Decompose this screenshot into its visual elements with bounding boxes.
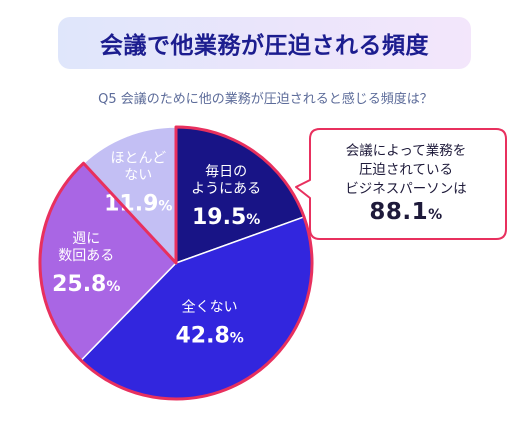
callout-box [295,128,507,240]
question-text: Q5 会議のために他の業務が圧迫されると感じる頻度は？ [98,92,433,107]
slice-label: 週に [72,231,100,247]
slice-label: ようにある [191,181,261,197]
callout-text: 会議によって業務を 圧迫されている ビジネスパーソンは 88.1% [326,142,486,225]
callout-line-2: 圧迫されている [358,162,454,178]
callout-value: 88.1% [326,201,486,225]
slice-label: ない [124,168,152,184]
pie-slice [82,126,177,265]
slice-value: 19.5% [192,205,260,230]
slice-label: 数回ある [58,248,114,264]
highlight-outline [38,125,314,401]
slice-value: 25.8% [52,272,120,297]
slice-label: 毎日の [205,164,247,180]
slice-label: ほとんど [110,151,166,167]
callout-unit: % [428,207,443,223]
slice-label: 全くない [182,299,238,316]
title-banner: 会議で他業務が圧迫される頻度 [58,17,471,69]
chart-title: 会議で他業務が圧迫される頻度 [100,33,429,59]
callout-line-1: 会議によって業務を [345,143,467,159]
slice-value: 42.8% [176,324,244,349]
callout-number: 88.1 [369,199,429,225]
callout-line-3: ビジネスパーソンは [345,181,467,197]
